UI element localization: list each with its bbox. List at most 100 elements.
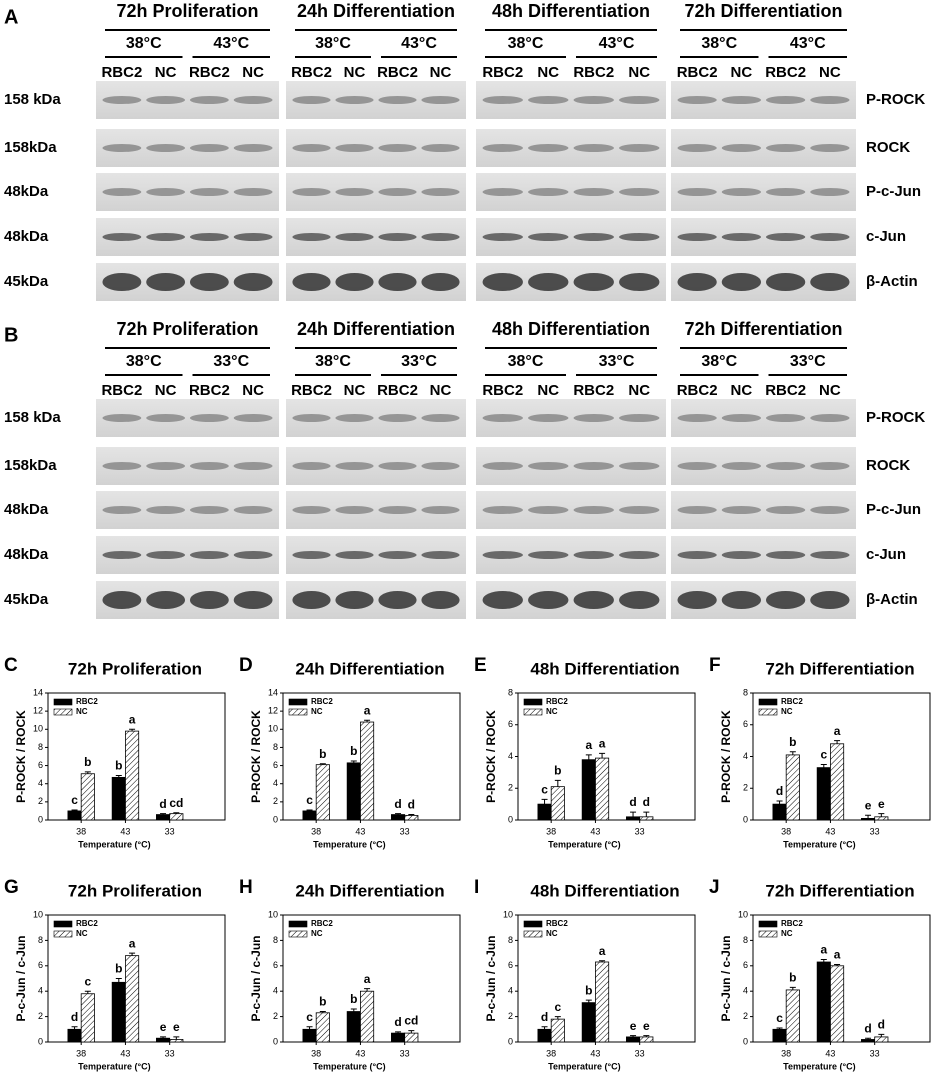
significance-label: a <box>599 944 606 958</box>
bar <box>772 803 787 821</box>
x-tick-label: 38 <box>546 1048 556 1058</box>
blot-band <box>421 188 460 196</box>
y-tick-label: 4 <box>38 986 43 996</box>
temperature-label: 38°C <box>126 35 162 52</box>
legend-swatch <box>53 930 73 938</box>
blot-band <box>292 414 331 422</box>
y-tick-label: 2 <box>38 796 43 806</box>
bar <box>67 810 82 821</box>
blot-band <box>573 506 614 514</box>
legend-label: RBC2 <box>781 697 803 706</box>
error-bar <box>173 1036 180 1040</box>
y-tick-label: 0 <box>508 814 513 824</box>
significance-label: d <box>878 1018 885 1032</box>
lane-label: NC <box>242 382 264 399</box>
x-tick-label: 33 <box>165 1048 175 1058</box>
lane-label: NC <box>242 64 264 81</box>
temperature-label: 33°C <box>790 353 826 370</box>
bar <box>111 776 126 821</box>
lane-label: NC <box>344 382 366 399</box>
significance-label: d <box>541 1010 548 1024</box>
blot-band <box>482 591 523 609</box>
significance-label: d <box>71 1010 78 1024</box>
blot-band <box>573 551 614 559</box>
blot-band <box>528 233 569 241</box>
bar <box>80 993 95 1043</box>
blot-band <box>335 551 374 559</box>
blot-band <box>233 462 273 470</box>
protein-label: ROCK <box>866 139 910 156</box>
blot-band <box>335 462 374 470</box>
x-tick-label: 33 <box>870 1048 880 1058</box>
y-tick-label: 8 <box>743 935 748 945</box>
y-tick-label: 6 <box>508 960 513 970</box>
legend-label: RBC2 <box>76 919 98 928</box>
legend-label: NC <box>781 707 793 716</box>
blot-band <box>189 414 229 422</box>
blot-band <box>102 96 142 104</box>
blot-band <box>292 506 331 514</box>
x-tick-label: 43 <box>355 826 365 836</box>
bar <box>315 764 330 821</box>
temperature-label: 38°C <box>126 353 162 370</box>
protein-label: c-Jun <box>866 228 906 245</box>
legend-swatch <box>523 708 543 716</box>
temperature-label: 38°C <box>508 35 544 52</box>
error-bar <box>71 809 78 811</box>
error-bar <box>395 1031 402 1034</box>
blot-band <box>619 462 660 470</box>
error-bar <box>84 771 91 774</box>
chart-title: 72h Differentiation <box>765 659 914 678</box>
lane-label: RBC2 <box>677 382 718 399</box>
significance-label: d <box>394 1015 401 1029</box>
lane-label: RBC2 <box>377 382 418 399</box>
legend-swatch <box>523 920 543 928</box>
lane-label: NC <box>537 382 559 399</box>
blot-band <box>189 233 229 241</box>
blot-band <box>421 144 460 152</box>
error-bar <box>643 811 650 817</box>
group-title: 48h Differentiation <box>492 1 650 21</box>
legend-label: NC <box>76 929 88 938</box>
blot-band <box>765 96 806 104</box>
y-tick-label: 2 <box>508 1011 513 1021</box>
blot-band <box>721 591 762 609</box>
y-tick-label: 0 <box>38 1036 43 1046</box>
legend-label: NC <box>781 929 793 938</box>
blot-band <box>677 551 717 559</box>
significance-label: e <box>160 1020 167 1034</box>
x-tick-label: 33 <box>400 1048 410 1058</box>
y-axis-title: P-ROCK / ROCK <box>14 710 28 803</box>
bar <box>785 754 800 821</box>
lane-label: NC <box>430 382 452 399</box>
blot-band <box>765 414 806 422</box>
error-bar <box>408 814 415 816</box>
significance-label: d <box>643 795 650 809</box>
panel-letter: G <box>4 877 19 898</box>
y-tick-label: 12 <box>268 706 278 716</box>
bar <box>156 1037 171 1043</box>
y-tick-label: 6 <box>273 760 278 770</box>
blot-band <box>573 273 614 291</box>
bar <box>315 1012 330 1043</box>
protein-label: P-c-Jun <box>866 501 921 518</box>
chart-title: 72h Proliferation <box>68 881 202 900</box>
y-tick-label: 0 <box>743 1036 748 1046</box>
blot-band <box>102 462 142 470</box>
legend-swatch <box>758 930 778 938</box>
significance-label: b <box>789 971 796 985</box>
significance-label: c <box>776 1011 783 1025</box>
blot-band <box>421 506 460 514</box>
blot-band <box>721 188 762 196</box>
blot-band <box>482 414 523 422</box>
panel-letter: D <box>239 655 253 676</box>
blot-band <box>765 506 806 514</box>
blot-band <box>528 551 569 559</box>
significance-label: c <box>306 1010 313 1024</box>
significance-label: e <box>643 1019 650 1033</box>
blot-band <box>619 591 660 609</box>
y-tick-label: 8 <box>273 935 278 945</box>
y-tick-label: 0 <box>273 814 278 824</box>
significance-label: e <box>630 1019 637 1033</box>
